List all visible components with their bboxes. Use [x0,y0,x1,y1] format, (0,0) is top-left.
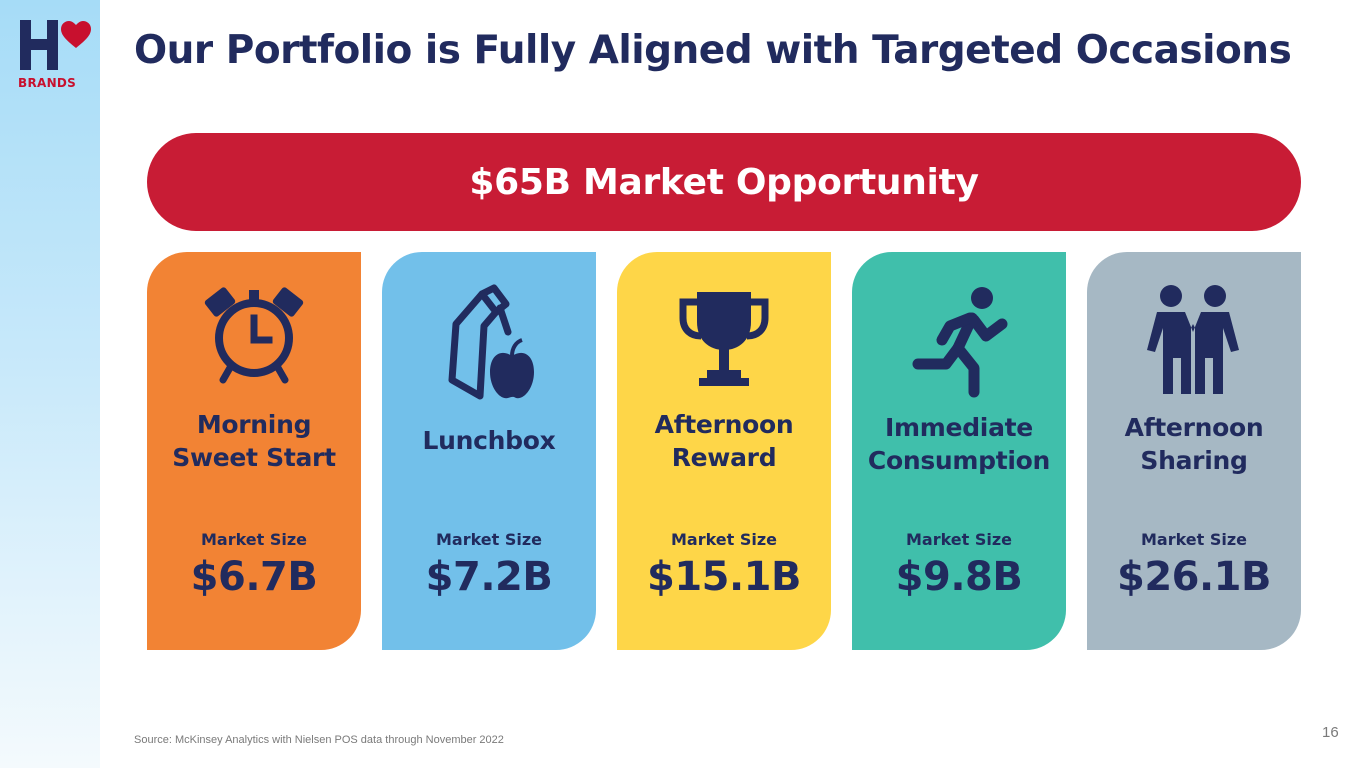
banner-text: $65B Market Opportunity [469,161,979,203]
lunchbox-apple-icon [382,284,596,404]
occasion-label: Afternoon Sharing [1124,413,1264,475]
company-logo: BRANDS [14,18,92,92]
running-person-icon [852,284,1066,404]
market-size-value: $15.1B [646,554,802,600]
market-size-label: Market Size [200,530,308,549]
market-opportunity-banner: $65B Market Opportunity [147,133,1301,231]
left-decorative-band [0,0,100,768]
occasion-label: Afternoon Reward [654,410,794,472]
occasion-label: Immediate Consumption [867,413,1051,475]
logo-wordmark: BRANDS [18,76,77,90]
occasion-card-afternoon-reward: Afternoon Reward Market Size $15.1B [617,252,831,650]
market-size-value: $26.1B [1116,554,1272,600]
market-size-label: Market Size [1140,530,1248,549]
market-size-value: $7.2B [425,554,553,600]
occasion-label: Morning Sweet Start [172,410,336,472]
page-title: Our Portfolio is Fully Aligned with Targ… [134,28,1292,73]
market-size-value: $6.7B [190,554,318,600]
market-size-label: Market Size [435,530,543,549]
page-number: 16 [1322,724,1339,741]
occasion-card-immediate-consumption: Immediate Consumption Market Size $9.8B [852,252,1066,650]
occasion-label: Lunchbox [422,426,556,455]
occasion-card-morning-sweet-start: Morning Sweet Start Market Size $6.7B [147,252,361,650]
occasion-card-afternoon-sharing: Afternoon Sharing Market Size $26.1B [1087,252,1301,650]
occasion-card-lunchbox: Lunchbox Market Size $7.2B [382,252,596,650]
market-size-label: Market Size [670,530,778,549]
source-note: Source: McKinsey Analytics with Nielsen … [134,734,504,746]
market-size-value: $9.8B [895,554,1023,600]
trophy-icon [617,284,831,404]
two-people-icon [1087,284,1301,404]
market-size-label: Market Size [905,530,1013,549]
alarm-clock-icon [147,284,361,404]
